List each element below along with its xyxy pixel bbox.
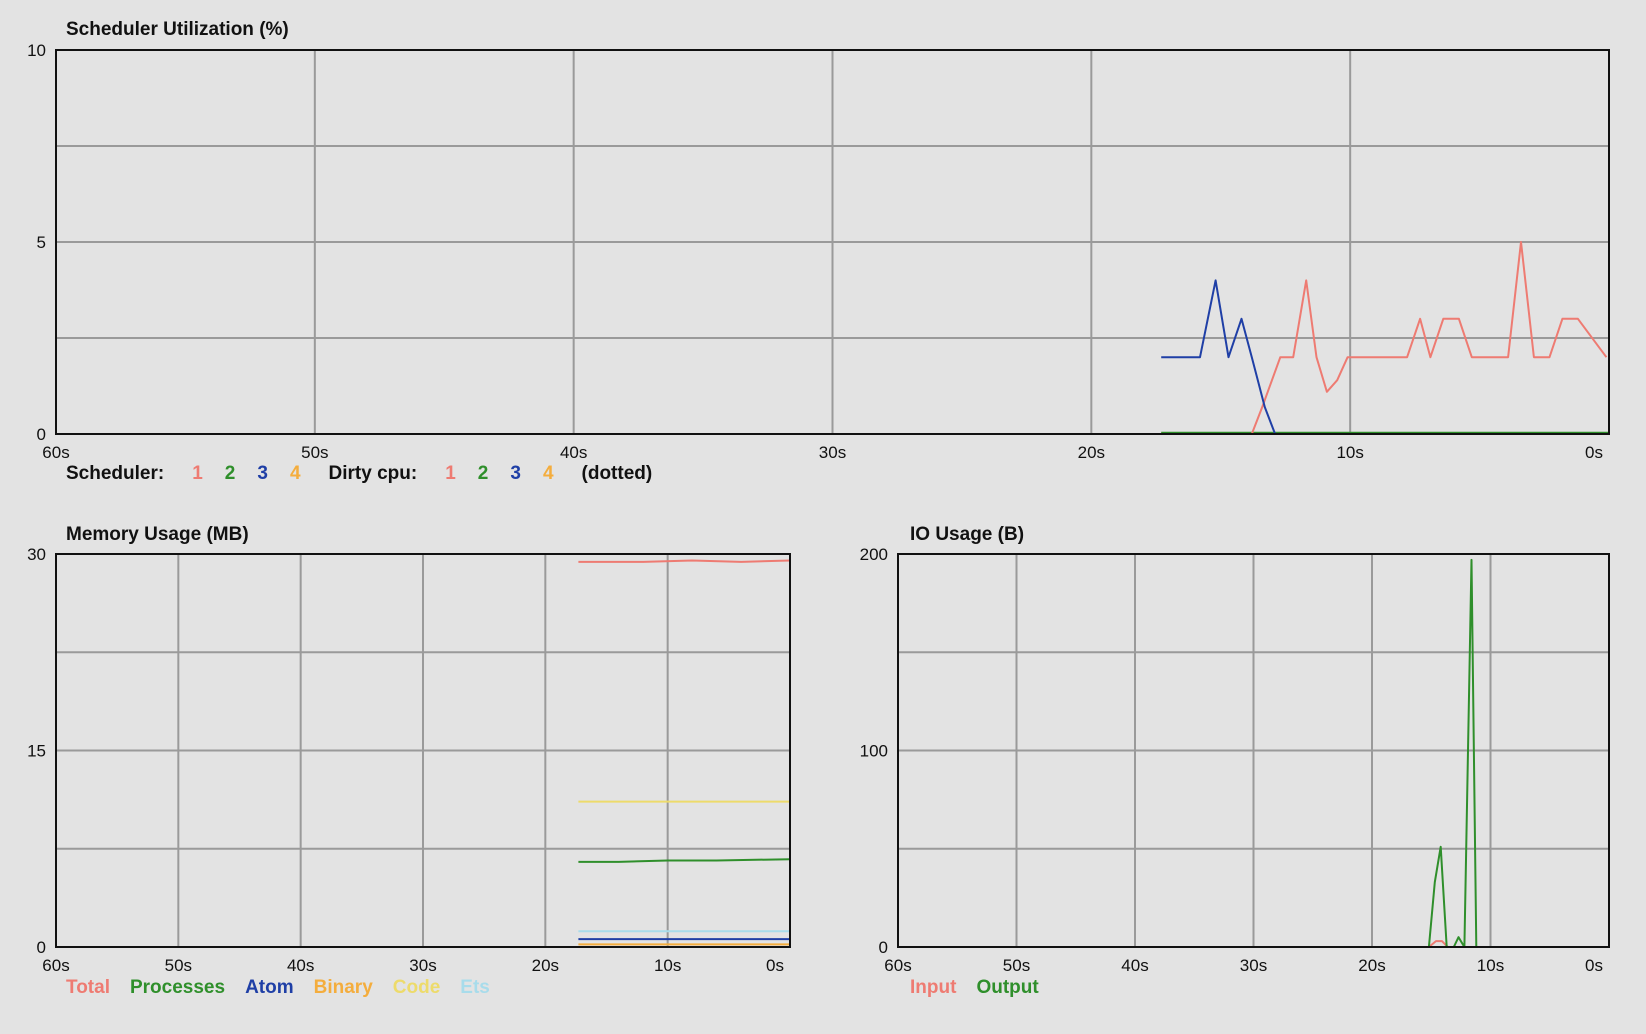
- memory-y-tick-label: 0: [37, 938, 46, 957]
- io-y-tick-label: 100: [860, 742, 888, 761]
- io-y-tick-label: 200: [860, 545, 888, 564]
- io-legend-item: Input: [910, 977, 957, 998]
- memory-legend-item: Code: [393, 977, 441, 998]
- scheduler-x-tick-label: 0s: [1585, 443, 1603, 462]
- memory-legend: Total Processes Atom Binary Code Ets: [66, 977, 490, 998]
- dirty-cpu-legend-item: 4: [543, 463, 554, 484]
- io-plot-frame: [897, 553, 1610, 948]
- scheduler-y-tick-label: 5: [37, 233, 46, 252]
- io-legend-item: Output: [976, 977, 1039, 998]
- scheduler-x-tick-label: 30s: [819, 443, 846, 462]
- io-x-tick-label: 10s: [1477, 956, 1504, 975]
- memory-x-tick-label: 40s: [287, 956, 314, 975]
- scheduler-series-line: [1161, 241, 1608, 435]
- scheduler-x-tick-label: 50s: [301, 443, 328, 462]
- memory-legend-item: Atom: [245, 977, 294, 998]
- scheduler-plot-frame: [55, 49, 1610, 435]
- scheduler-x-tick-label: 10s: [1336, 443, 1363, 462]
- scheduler-legend-item: 1: [192, 463, 203, 484]
- memory-series-line: [578, 559, 791, 563]
- io-x-tick-label: 40s: [1121, 956, 1148, 975]
- scheduler-legend-item: 3: [257, 463, 268, 484]
- memory-x-tick-label: 20s: [532, 956, 559, 975]
- io-x-tick-label: 60s: [884, 956, 911, 975]
- memory-x-tick-label: 30s: [409, 956, 436, 975]
- scheduler-x-tick-label: 60s: [42, 443, 69, 462]
- io-x-tick-label: 50s: [1003, 956, 1030, 975]
- dirty-cpu-legend-label: Dirty cpu:: [329, 463, 418, 484]
- scheduler-y-tick-label: 0: [37, 425, 46, 444]
- scheduler-y-tick-label: 10: [27, 41, 46, 60]
- io-chart-title: IO Usage (B): [910, 524, 1024, 545]
- io-x-tick-label: 20s: [1358, 956, 1385, 975]
- memory-x-tick-label: 50s: [165, 956, 192, 975]
- io-y-tick-label: 0: [879, 938, 888, 957]
- memory-y-tick-label: 15: [27, 742, 46, 761]
- scheduler-legend-item: 4: [290, 463, 301, 484]
- memory-x-tick-label: 60s: [42, 956, 69, 975]
- scheduler-chart-title: Scheduler Utilization (%): [66, 19, 289, 40]
- scheduler-chart: Scheduler Utilization (%) 60s 50s 40s 30s 20…: [27, 19, 1610, 484]
- dotted-legend-note: (dotted): [582, 463, 653, 484]
- memory-legend-item: Total: [66, 977, 110, 998]
- scheduler-legend: Scheduler: 1 2 3 4 Dirty cpu: 1 2 3 4 (dotted): [66, 463, 652, 484]
- dirty-cpu-legend-item: 2: [478, 463, 489, 484]
- io-x-tick-label: 0s: [1585, 956, 1603, 975]
- memory-chart: Memory Usage (MB) 60s 50s 40s 30s 20s 10s 0s 0 1…: [27, 524, 791, 998]
- memory-chart-title: Memory Usage (MB): [66, 524, 249, 545]
- scheduler-legend-label: Scheduler:: [66, 463, 164, 484]
- io-chart: IO Usage (B) 60s 50s 40s 30s 20s 10s 0s 0 100 200…: [860, 524, 1610, 998]
- scheduler-x-tick-label: 20s: [1078, 443, 1105, 462]
- io-x-tick-label: 30s: [1240, 956, 1267, 975]
- memory-y-tick-label: 30: [27, 545, 46, 564]
- memory-legend-item: Processes: [130, 977, 225, 998]
- scheduler-legend-item: 2: [225, 463, 236, 484]
- memory-plot-frame: [55, 553, 791, 948]
- scheduler-x-tick-label: 40s: [560, 443, 587, 462]
- memory-x-tick-label: 0s: [766, 956, 784, 975]
- dirty-cpu-legend-item: 3: [510, 463, 521, 484]
- memory-x-tick-label: 10s: [654, 956, 681, 975]
- memory-legend-item: Binary: [314, 977, 374, 998]
- memory-series-line: [578, 858, 791, 863]
- dirty-cpu-legend-item: 1: [445, 463, 456, 484]
- memory-legend-item: Ets: [460, 977, 490, 998]
- io-legend: Input Output: [910, 977, 1039, 998]
